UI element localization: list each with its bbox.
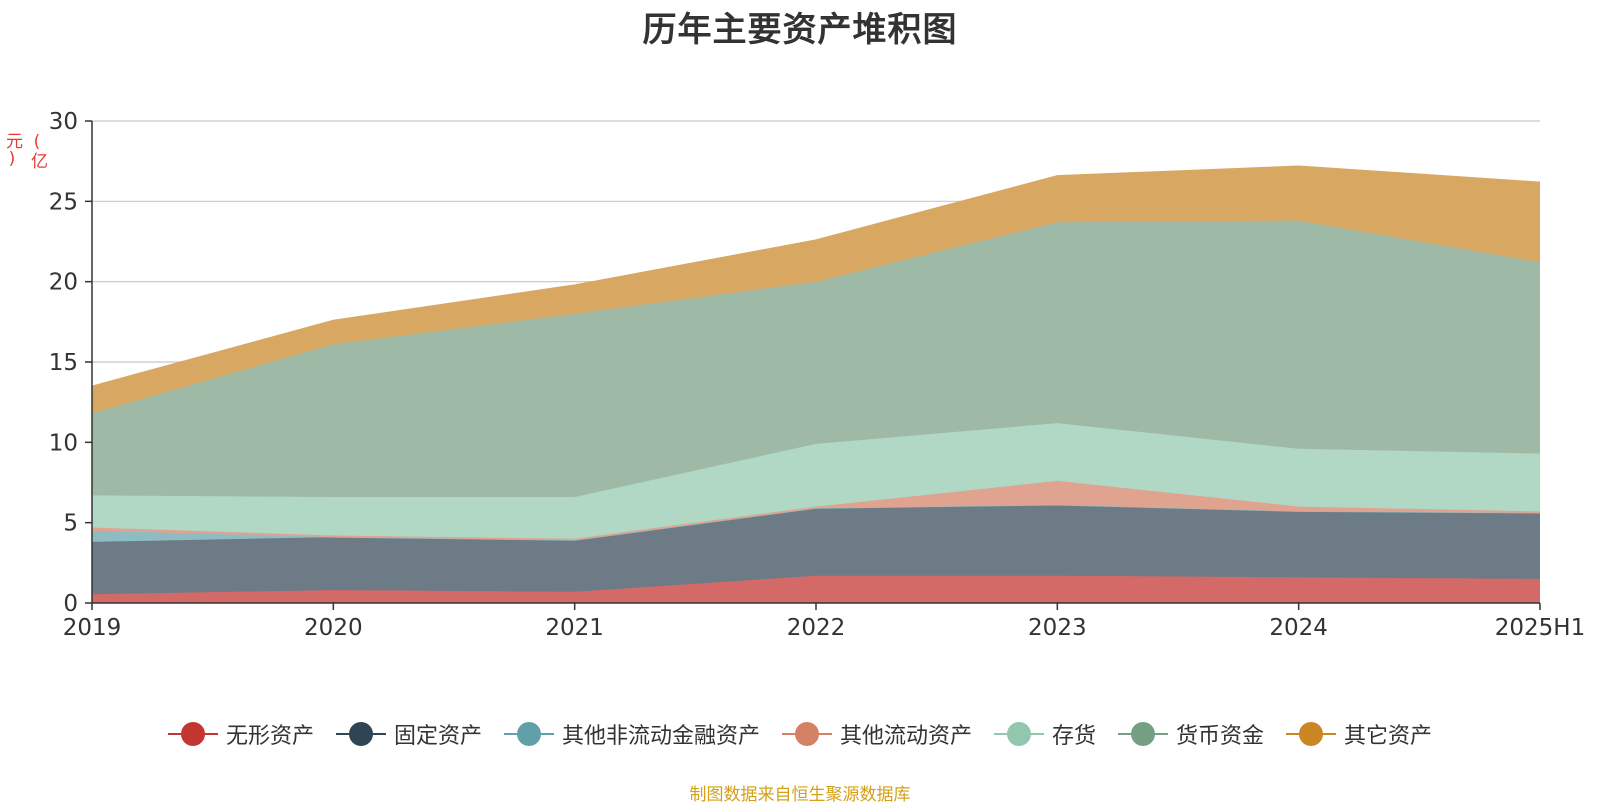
area-series-3[interactable] bbox=[92, 480, 1540, 541]
y-tick-label-5: 5 bbox=[63, 511, 78, 537]
area-edge-series-6 bbox=[91, 165, 1541, 387]
legend-label: 固定资产 bbox=[393, 724, 482, 749]
legend-label: 其它资产 bbox=[1344, 724, 1433, 749]
legend-item-4[interactable]: 存货 bbox=[994, 718, 1096, 750]
legend-item-0[interactable]: 无形资产 bbox=[167, 718, 314, 750]
legend-item-3[interactable]: 其他流动资产 bbox=[781, 718, 972, 750]
area-series-5[interactable] bbox=[92, 220, 1540, 497]
x-tick-label-2024: 2024 bbox=[1269, 615, 1328, 641]
legend-marker-icon bbox=[781, 721, 832, 747]
area-layer bbox=[91, 165, 1541, 603]
x-tick-label-2022: 2022 bbox=[787, 615, 846, 641]
area-series-6[interactable] bbox=[92, 166, 1540, 414]
legend-marker-icon bbox=[1118, 721, 1169, 747]
x-tick-label-2021: 2021 bbox=[545, 615, 604, 641]
legend: 无形资产 固定资产 其他非流动金融资产 其他流动资产 存货 货币资金 其它资产 bbox=[0, 718, 1600, 750]
y-tick-label-25: 25 bbox=[49, 189, 78, 215]
legend-item-1[interactable]: 固定资产 bbox=[335, 718, 482, 750]
legend-marker-icon bbox=[335, 721, 386, 747]
legend-label: 货币资金 bbox=[1176, 724, 1265, 749]
x-tick-label-2019: 2019 bbox=[63, 615, 122, 641]
legend-marker-icon bbox=[994, 721, 1044, 747]
legend-item-6[interactable]: 其它资产 bbox=[1286, 718, 1432, 750]
chart-title: 历年主要资产堆积图 bbox=[642, 10, 958, 50]
area-series-1[interactable] bbox=[92, 505, 1540, 595]
x-tick-label-2023: 2023 bbox=[1028, 615, 1087, 641]
x-tick-label-2025H1: 2025H1 bbox=[1495, 615, 1585, 641]
legend-marker-icon bbox=[503, 721, 554, 747]
y-tick-label-30: 30 bbox=[49, 109, 78, 135]
x-tick-label-2020: 2020 bbox=[304, 615, 363, 641]
y-tick-label-0: 0 bbox=[63, 591, 78, 617]
y-tick-label-20: 20 bbox=[49, 270, 78, 296]
area-series-4[interactable] bbox=[92, 423, 1540, 539]
y-tick-label-15: 15 bbox=[49, 350, 78, 376]
axis-layer: 0 5 10 15 20 25 30 2019 2020 2021 2022 2023 2024 2025… bbox=[49, 109, 1586, 641]
legend-label: 其他流动资产 bbox=[839, 724, 972, 749]
legend-item-2[interactable]: 其他非流动金融资产 bbox=[503, 718, 760, 750]
legend-item-5[interactable]: 货币资金 bbox=[1118, 718, 1264, 750]
stacked-area-chart: 0 5 10 15 20 25 30 2019 2020 2021 2022 2023 2024 2025… bbox=[49, 109, 1586, 641]
legend-label: 存货 bbox=[1052, 724, 1097, 749]
source-footer: 制图数据来自恒生聚源数据库 bbox=[689, 785, 911, 805]
legend-label: 无形资产 bbox=[225, 724, 314, 749]
area-series-2[interactable] bbox=[92, 505, 1540, 542]
legend-label: 其他非流动金融资产 bbox=[561, 724, 760, 749]
y-tick-label-10: 10 bbox=[49, 430, 78, 456]
legend-marker-icon bbox=[167, 721, 218, 747]
legend-marker-icon bbox=[1286, 721, 1337, 747]
area-series-0[interactable] bbox=[92, 575, 1540, 603]
y-axis-unit-label: (亿元) bbox=[2, 131, 47, 169]
